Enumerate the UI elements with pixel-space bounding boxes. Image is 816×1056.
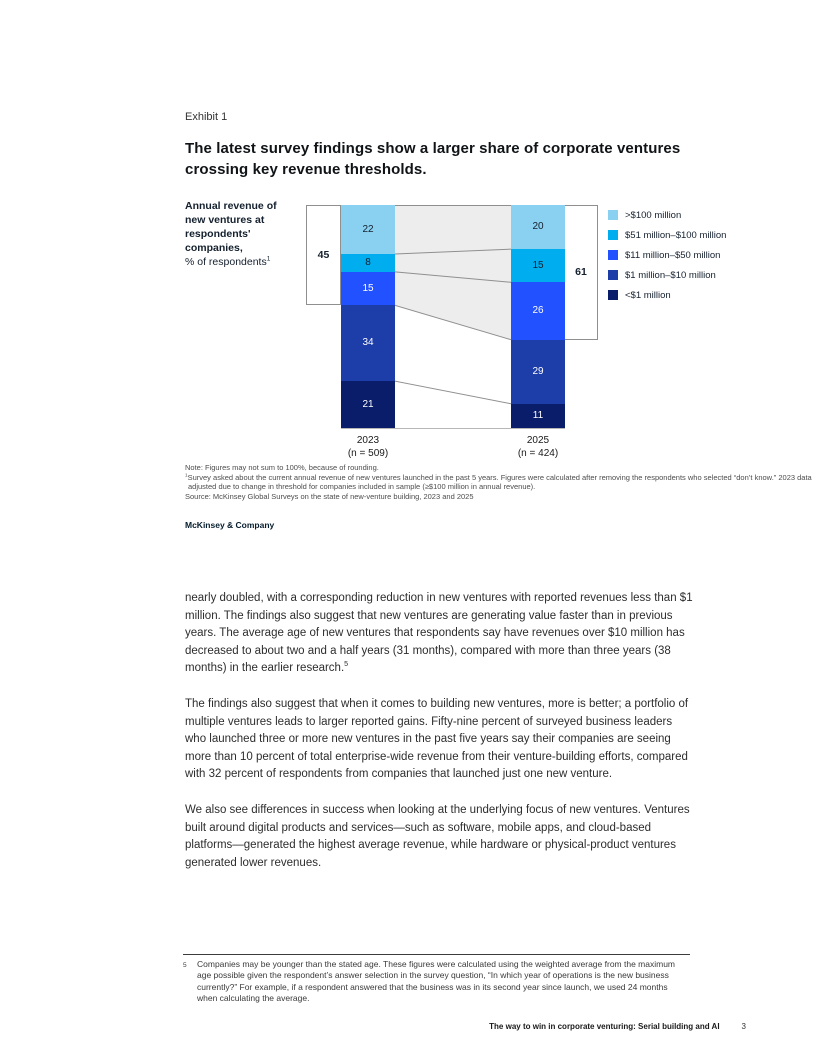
paragraph-2: The findings also suggest that when it c… (185, 696, 695, 784)
bracket-label-2025: 61 (575, 266, 587, 279)
bar-segment-2025-2: 26 (511, 282, 565, 340)
paragraph-3-text: We also see differences in success when … (185, 803, 690, 869)
legend-label: $51 million–$100 million (625, 229, 727, 241)
paragraph-1: nearly doubled, with a corresponding red… (185, 590, 695, 678)
legend-swatch-icon (608, 250, 618, 260)
bar-segment-2023-4: 21 (341, 381, 395, 428)
page-footnote: 5 Companies may be younger than the stat… (183, 954, 690, 1004)
legend-swatch-icon (608, 230, 618, 240)
body-copy: nearly doubled, with a corresponding red… (185, 590, 695, 872)
legend-item: >$100 million (608, 209, 726, 221)
legend-swatch-icon (608, 210, 618, 220)
chart-footnote-1: 1Survey asked about the current annual r… (185, 472, 816, 492)
footer-page-number: 3 (741, 1022, 746, 1031)
chart-source: Source: McKinsey Global Surveys on the s… (185, 492, 474, 502)
paragraph-3: We also see differences in success when … (185, 802, 695, 872)
bar-column-2023: 22 8 15 34 21 (341, 205, 395, 428)
x-axis-year-2023: 2023 (356, 435, 380, 446)
legend-swatch-icon (608, 270, 618, 280)
bracket-annotation-2023: 45 (306, 205, 341, 306)
bar-segment-2025-0: 20 (511, 205, 565, 250)
legend-label: >$100 million (625, 209, 682, 221)
x-axis-label-2023: 2023 (n = 509) (328, 434, 408, 460)
y-axis-title-bold: Annual revenue of new ventures at respon… (185, 200, 277, 254)
x-axis-n-2023: (n = 509) (347, 448, 389, 459)
legend-swatch-icon (608, 290, 618, 300)
y-axis-title-unit: % of respondents (185, 256, 267, 268)
chart-legend: >$100 million $51 million–$100 million $… (608, 210, 726, 310)
x-axis-year-2025: 2025 (526, 435, 550, 446)
bracket-label-2023: 45 (317, 249, 330, 262)
bracket-annotation-2025: 61 (564, 205, 598, 340)
chart-footnote-1-text: Survey asked about the current annual re… (187, 472, 812, 492)
exhibit-label: Exhibit 1 (185, 111, 228, 123)
legend-item: $1 million–$10 million (608, 269, 726, 281)
footer-publication-title: The way to win in corporate venturing: S… (489, 1022, 720, 1031)
bar-segment-2023-2: 15 (341, 271, 395, 306)
page-footnote-text: Companies may be younger than the stated… (197, 959, 676, 1003)
page-footnote-marker: 5 (183, 962, 187, 969)
bar-segment-2023-0: 22 (341, 205, 395, 255)
y-axis-title-footnote-marker: 1 (266, 255, 271, 263)
bar-segment-2025-4: 11 (511, 403, 565, 428)
mckinsey-brand: McKinsey & Company (185, 520, 275, 530)
legend-label: $11 million–$50 million (625, 249, 721, 261)
legend-label: <$1 million (625, 289, 671, 301)
chart-y-axis-title: Annual revenue of new ventures at respon… (185, 199, 299, 269)
stacked-bar-chart: 45 22 8 15 34 21 20 15 26 29 11 61 (306, 205, 598, 429)
bar-segment-2025-3: 29 (511, 339, 565, 404)
x-axis-label-2025: 2025 (n = 424) (498, 434, 578, 460)
bar-column-2025: 20 15 26 29 11 (511, 205, 565, 428)
exhibit-title: The latest survey findings show a larger… (185, 140, 681, 178)
x-axis-n-2025: (n = 424) (517, 448, 559, 459)
paragraph-1-footnote-marker: 5 (344, 660, 349, 669)
bar-segment-2025-1: 15 (511, 249, 565, 283)
flow-band (395, 205, 511, 405)
chart-footnote-1-marker: 1 (185, 472, 188, 478)
legend-item: $11 million–$50 million (608, 249, 726, 261)
bar-segment-2023-1: 8 (341, 254, 395, 272)
chart-note: Note: Figures may not sum to 100%, becau… (185, 463, 379, 472)
chart-notes: Note: Figures may not sum to 100%, becau… (185, 463, 816, 502)
legend-item: $51 million–$100 million (608, 229, 727, 241)
bar-segment-2023-3: 34 (341, 305, 395, 382)
page-footer: The way to win in corporate venturing: S… (0, 1022, 746, 1031)
legend-label: $1 million–$10 million (625, 269, 716, 281)
paragraph-2-text: The findings also suggest that when it c… (185, 697, 689, 781)
x-axis-baseline (341, 428, 565, 429)
legend-item: <$1 million (608, 289, 726, 301)
paragraph-1-text: nearly doubled, with a corresponding red… (185, 592, 693, 675)
